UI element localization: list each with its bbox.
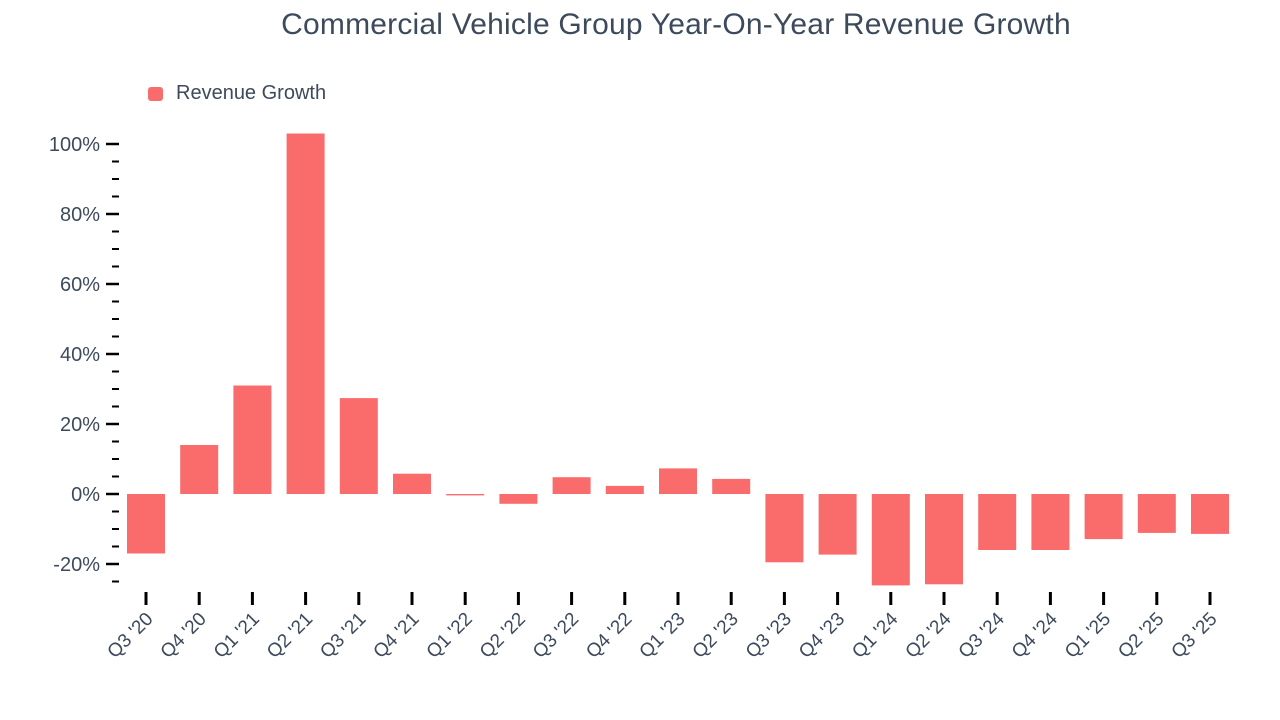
x-axis-tick-label: Q1 '23 — [636, 609, 690, 663]
bar — [499, 494, 538, 504]
x-axis-tick-label: Q2 '24 — [902, 608, 956, 662]
bar — [180, 445, 219, 494]
bar — [1084, 494, 1123, 540]
legend[interactable]: Revenue Growth — [148, 82, 326, 105]
bar — [286, 133, 325, 494]
bar — [818, 494, 857, 555]
x-axis-tick-label: Q4 '22 — [582, 609, 636, 663]
y-axis-tick-label: 80% — [60, 204, 100, 226]
x-axis-tick-label: Q1 '24 — [848, 608, 902, 662]
bar — [1191, 494, 1229, 534]
x-axis-tick-label: Q3 '23 — [742, 609, 796, 663]
bar — [605, 485, 644, 494]
bar — [1137, 494, 1176, 533]
x-axis-tick-label: Q2 '21 — [263, 609, 317, 663]
x-axis-tick-label: Q4 '24 — [1008, 608, 1062, 662]
bar — [552, 477, 591, 494]
bar — [233, 385, 272, 494]
x-axis-tick-label: Q3 '22 — [529, 609, 583, 663]
x-axis-tick-label: Q3 '24 — [955, 608, 1009, 662]
y-axis-tick-label: -20% — [53, 554, 100, 576]
y-axis-tick-label: 40% — [60, 344, 100, 366]
y-axis-tick-label: 100% — [49, 134, 100, 156]
bar — [712, 478, 751, 494]
x-axis-tick-label: Q2 '22 — [476, 609, 530, 663]
bar — [1031, 494, 1070, 550]
y-axis-tick-label: 0% — [71, 484, 100, 506]
x-axis-tick-label: Q4 '23 — [795, 609, 849, 663]
x-axis-tick-label: Q1 '21 — [210, 609, 264, 663]
legend-swatch-icon — [148, 86, 163, 101]
bar — [765, 494, 804, 563]
x-axis-tick-label: Q1 '25 — [1061, 609, 1115, 663]
bar — [339, 398, 378, 494]
x-axis-tick-label: Q4 '21 — [370, 609, 424, 663]
chart-title: Commercial Vehicle Group Year-On-Year Re… — [281, 8, 1071, 41]
x-axis-tick-label: Q3 '25 — [1168, 609, 1222, 663]
bar — [393, 473, 431, 494]
bar — [446, 494, 485, 496]
legend-label: Revenue Growth — [176, 82, 327, 104]
x-axis-tick-label: Q2 '23 — [689, 609, 743, 663]
bar — [127, 494, 165, 554]
x-axis-tick-label: Q1 '22 — [423, 609, 477, 663]
bar — [871, 494, 910, 586]
bar — [978, 494, 1017, 550]
x-axis-tick-label: Q4 '20 — [157, 609, 211, 663]
x-axis-tick-label: Q3 '21 — [316, 609, 370, 663]
y-axis-tick-label: 20% — [60, 414, 100, 436]
bar — [925, 494, 963, 585]
bar — [659, 468, 697, 494]
x-axis-tick-label: Q2 '25 — [1114, 609, 1168, 663]
y-axis-tick-label: 60% — [60, 274, 100, 296]
x-axis-tick-label: Q3 '20 — [104, 609, 158, 663]
